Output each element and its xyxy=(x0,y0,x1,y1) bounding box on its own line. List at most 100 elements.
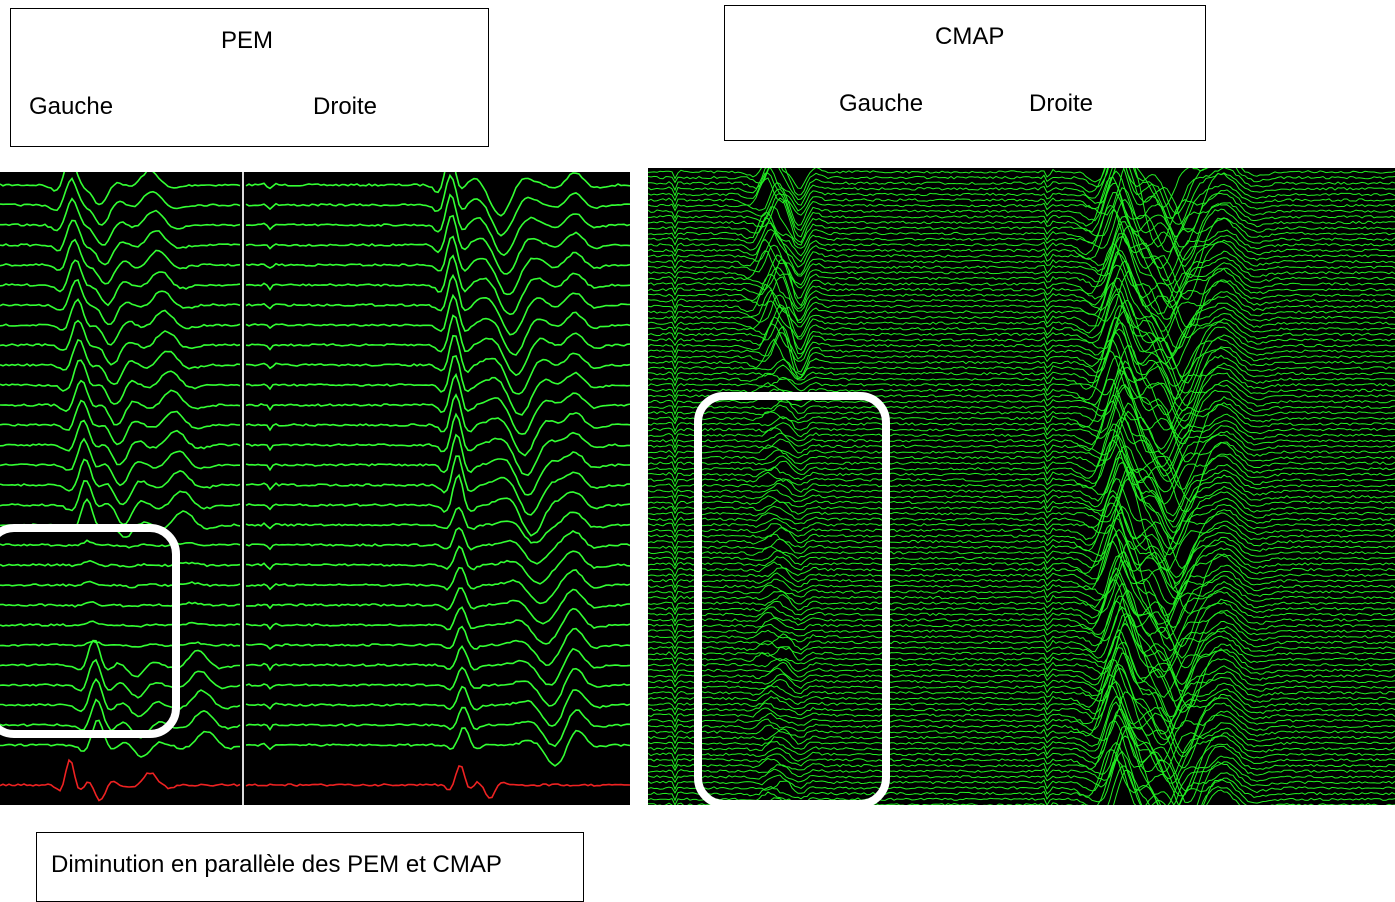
trace xyxy=(245,273,630,336)
trace xyxy=(648,331,1395,412)
trace xyxy=(648,204,1395,282)
trace xyxy=(648,235,1395,315)
trace xyxy=(648,439,1395,517)
trace xyxy=(648,589,1395,669)
trace xyxy=(245,526,630,565)
trace xyxy=(0,177,241,226)
trace xyxy=(648,249,1395,329)
trace xyxy=(245,254,630,316)
trace xyxy=(648,168,1395,215)
trace xyxy=(648,187,1395,268)
cmap-traces xyxy=(648,168,1395,805)
trace xyxy=(245,706,630,748)
trace xyxy=(648,511,1395,590)
trace xyxy=(0,600,241,608)
trace xyxy=(648,750,1395,805)
trace xyxy=(648,533,1395,614)
trace xyxy=(0,172,241,206)
trace xyxy=(648,579,1395,659)
trace xyxy=(0,238,241,285)
trace xyxy=(245,727,630,767)
trace xyxy=(648,410,1395,491)
trace xyxy=(648,221,1395,300)
trace xyxy=(648,450,1395,528)
trace xyxy=(648,691,1395,769)
trace xyxy=(648,554,1395,634)
trace xyxy=(0,319,241,366)
trace xyxy=(648,225,1395,303)
trace xyxy=(245,685,630,727)
trace xyxy=(648,674,1395,753)
trace xyxy=(0,658,241,699)
trace xyxy=(245,173,630,237)
trace xyxy=(0,437,240,487)
trace xyxy=(648,176,1395,253)
trace xyxy=(648,613,1395,692)
trace xyxy=(648,456,1395,533)
trace xyxy=(648,652,1395,730)
trace xyxy=(648,567,1395,648)
trace xyxy=(648,243,1395,320)
trace xyxy=(245,473,630,537)
trace xyxy=(648,695,1395,773)
trace xyxy=(648,629,1395,709)
trace xyxy=(648,168,1395,233)
trace xyxy=(648,423,1395,503)
trace xyxy=(648,641,1395,718)
trace xyxy=(0,359,241,405)
trace xyxy=(0,620,241,628)
highlight xyxy=(694,392,890,808)
trace xyxy=(245,172,630,217)
caption-box: Diminution en parallèle des PEM et CMAP xyxy=(36,832,584,902)
trace xyxy=(648,715,1395,792)
trace xyxy=(246,566,630,605)
trace xyxy=(0,259,241,307)
box-title: PEM xyxy=(221,27,274,54)
trace xyxy=(0,758,241,802)
trace xyxy=(648,622,1395,702)
trace xyxy=(245,235,630,296)
pem-traces xyxy=(0,172,630,802)
trace xyxy=(648,477,1395,565)
trace xyxy=(648,478,1395,556)
trace xyxy=(648,168,1395,248)
trace xyxy=(648,551,1395,629)
trace xyxy=(648,614,1395,699)
trace xyxy=(0,338,241,385)
trace xyxy=(648,191,1395,270)
caption: Diminution en parallèle des PEM et CMAP xyxy=(51,851,502,878)
trace xyxy=(648,209,1395,287)
cmap-box: CMAP Gauche Droite xyxy=(724,5,1206,141)
trace xyxy=(648,735,1395,805)
trace xyxy=(0,419,241,466)
trace xyxy=(648,600,1395,678)
trace xyxy=(648,215,1395,294)
trace xyxy=(648,168,1395,219)
trace xyxy=(648,684,1395,762)
trace xyxy=(648,502,1395,578)
trace xyxy=(648,606,1395,685)
trace xyxy=(245,355,630,416)
trace xyxy=(0,559,241,568)
trace xyxy=(648,471,1395,550)
trace xyxy=(245,334,630,395)
trace xyxy=(648,727,1395,805)
trace xyxy=(648,559,1395,640)
trace xyxy=(245,455,630,516)
trace xyxy=(648,505,1395,585)
trace xyxy=(648,445,1395,523)
trace xyxy=(648,350,1395,430)
trace xyxy=(648,720,1395,797)
trace xyxy=(245,765,630,799)
trace xyxy=(245,372,630,435)
trace xyxy=(648,658,1395,735)
trace xyxy=(648,322,1395,400)
trace xyxy=(648,288,1395,365)
trace xyxy=(245,645,630,686)
trace xyxy=(0,640,241,648)
trace xyxy=(245,587,630,625)
trace xyxy=(648,573,1395,652)
